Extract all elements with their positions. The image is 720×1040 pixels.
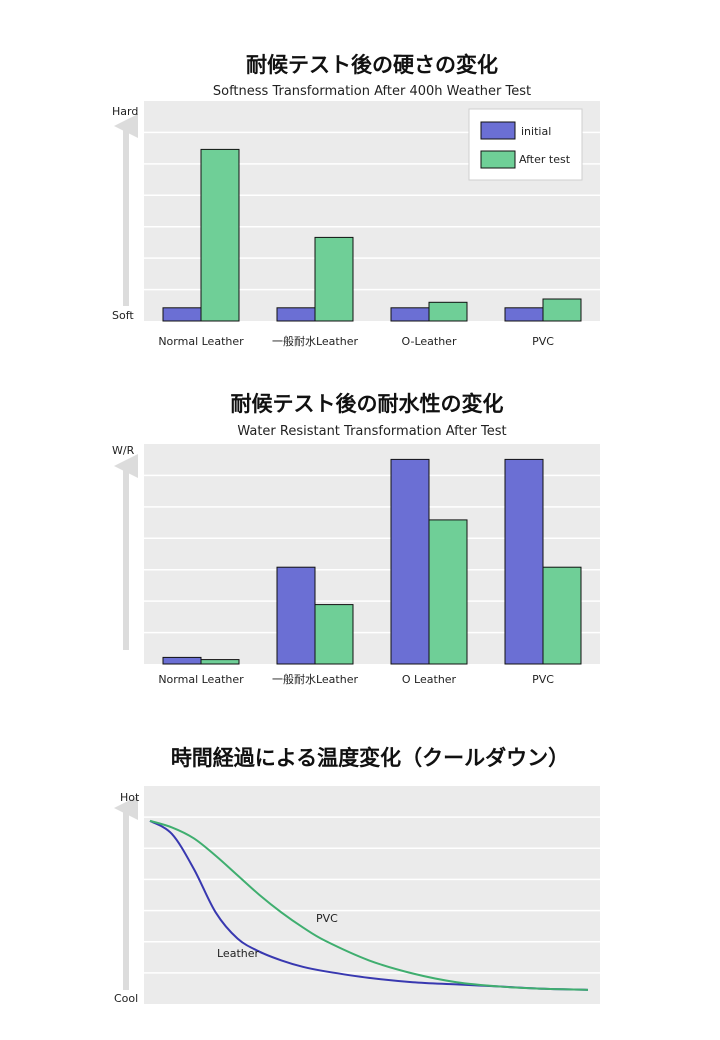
chart-1-bars xyxy=(162,148,582,322)
chart-2-bar-after-test xyxy=(200,659,240,665)
chart-2-x-tick-label: PVC xyxy=(532,673,554,686)
chart-1-x-tick-label: O-Leather xyxy=(402,335,457,348)
chart-1-subtitle: Softness Transformation After 400h Weath… xyxy=(213,84,531,99)
chart-1-bar-after-test xyxy=(428,301,468,322)
chart-2-bars xyxy=(162,458,582,665)
curve-label-pvc: PVC xyxy=(316,912,338,925)
chart-3-line-pvc xyxy=(149,819,589,991)
chart-1-y-top-label: Hard xyxy=(112,105,138,118)
chart-3-lines xyxy=(149,819,589,991)
chart-2-x-tick-label: O Leather xyxy=(402,673,457,686)
chart-1-x-tick-label: 一般耐水Leather xyxy=(272,335,358,348)
chart-2-bar-initial xyxy=(276,566,316,665)
chart-1-bar-initial xyxy=(504,307,544,322)
chart-1-legend: initial After test xyxy=(468,108,583,181)
chart-2-bar-initial xyxy=(390,458,430,665)
chart-water-resistance: 耐候テスト後の耐水性の変化 Water Resistant Transforma… xyxy=(112,392,600,686)
chart-3-y-top-label: Hot xyxy=(120,791,140,804)
chart-2-subtitle: Water Resistant Transformation After Tes… xyxy=(237,424,506,439)
legend-swatch-initial xyxy=(480,121,516,140)
chart-1-bar-after-test xyxy=(542,298,582,322)
chart-3-plot-area xyxy=(144,786,600,1004)
chart-3-y-bottom-label: Cool xyxy=(114,992,138,1005)
curve-label-leather: Leather xyxy=(217,947,259,960)
chart-1-x-tick-label: Normal Leather xyxy=(158,335,244,348)
chart-2-bar-after-test xyxy=(428,519,468,665)
chart-1-bar-initial xyxy=(276,307,316,322)
chart-2-y-top-label: W/R xyxy=(112,444,135,457)
chart-1-bar-after-test xyxy=(200,148,240,322)
chart-2-x-tick-label: 一般耐水Leather xyxy=(272,673,358,686)
chart-1-bar-initial xyxy=(162,307,202,322)
legend-box xyxy=(468,108,583,181)
chart-1-y-bottom-label: Soft xyxy=(112,309,134,322)
chart-2-bar-initial xyxy=(504,458,544,665)
chart-1-bar-initial xyxy=(390,307,430,322)
legend-label-after-test: After test xyxy=(519,153,571,166)
chart-2-x-tick-label: Normal Leather xyxy=(158,673,244,686)
chart-1-title: 耐候テスト後の硬さの変化 xyxy=(246,53,498,77)
chart-1-x-tick-label: PVC xyxy=(532,335,554,348)
chart-2-bar-after-test xyxy=(542,566,582,665)
chart-3-title: 時間経過による温度変化（クールダウン） xyxy=(171,746,569,770)
chart-2-bar-initial xyxy=(162,656,202,665)
chart-2-x-ticks: Normal Leather 一般耐水Leather O Leather PVC xyxy=(158,673,554,686)
chart-2-title: 耐候テスト後の耐水性の変化 xyxy=(231,392,504,416)
legend-label-initial: initial xyxy=(521,125,551,138)
chart-softness: 耐候テスト後の硬さの変化 Softness Transformation Aft… xyxy=(112,53,600,348)
chart-2-bar-after-test xyxy=(314,604,354,665)
chart-cooldown: 時間経過による温度変化（クールダウン） Hot Cool PVC Leather xyxy=(114,746,600,1005)
chart-1-x-ticks: Normal Leather 一般耐水Leather O-Leather PVC xyxy=(158,335,554,348)
chart-1-bar-after-test xyxy=(314,236,354,322)
chart-3-grid xyxy=(144,816,600,974)
legend-swatch-after-test xyxy=(480,150,516,169)
